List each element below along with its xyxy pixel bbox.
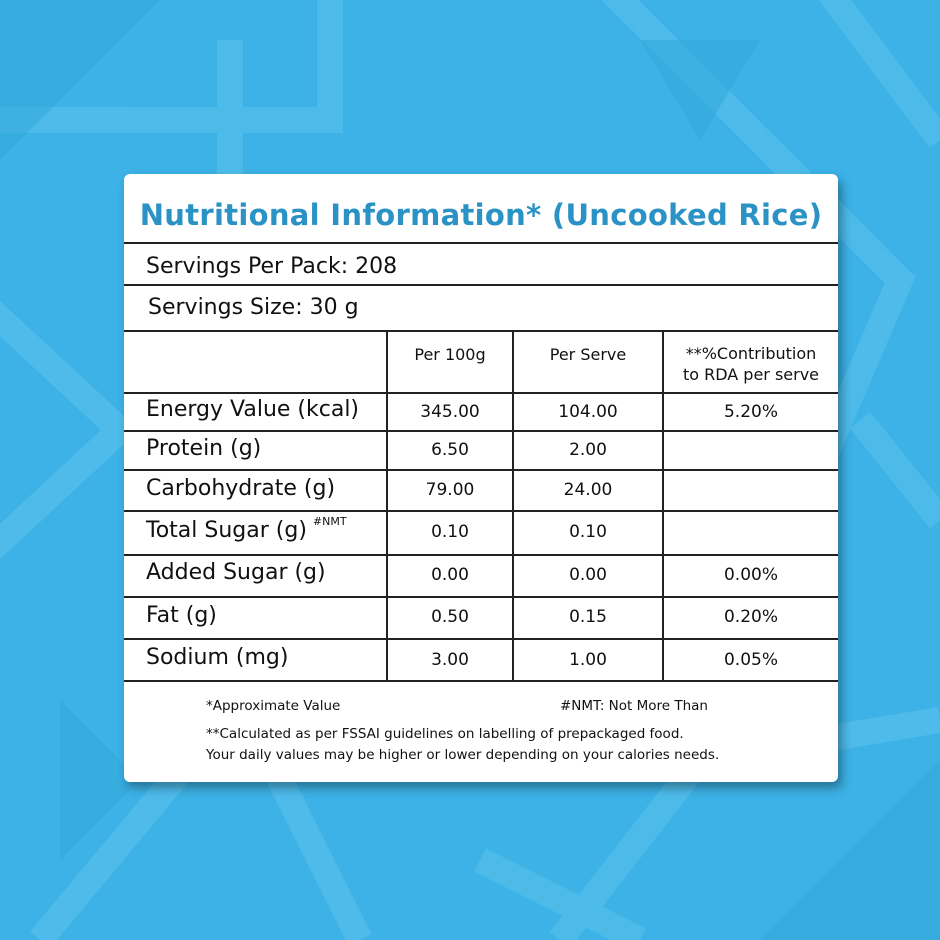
cell-protein-per100: 6.50 bbox=[431, 440, 469, 460]
row-label-protein: Protein (g) bbox=[146, 436, 262, 461]
cell-added-sugar-per100: 0.00 bbox=[431, 565, 469, 585]
divider bbox=[124, 510, 838, 512]
column-header-per-serve: Per Serve bbox=[549, 345, 627, 364]
footnote-fssai-line2: Your daily values may be higher or lower… bbox=[206, 747, 720, 763]
cell-energy-rda: 5.20% bbox=[723, 402, 778, 422]
column-divider bbox=[386, 330, 388, 682]
row-label-added-sugar: Added Sugar (g) bbox=[146, 560, 326, 585]
divider bbox=[124, 430, 838, 432]
cell-total-sugar-per100: 0.10 bbox=[431, 522, 469, 542]
nmt-mark: #NMT bbox=[312, 514, 347, 528]
column-header-rda-line1: **%Contribution bbox=[685, 344, 817, 363]
column-header-rda: **%Contribution to RDA per serve bbox=[664, 343, 838, 385]
divider bbox=[124, 554, 838, 556]
divider bbox=[124, 680, 838, 682]
column-divider bbox=[662, 330, 664, 682]
cell-sodium-rda: 0.05% bbox=[723, 650, 778, 670]
divider bbox=[124, 284, 838, 286]
cell-carbohydrate-per100: 79.00 bbox=[425, 480, 475, 500]
cell-fat-rda: 0.20% bbox=[723, 607, 778, 627]
column-header-per-100g: Per 100g bbox=[414, 345, 486, 364]
cell-energy-perserve: 104.00 bbox=[558, 402, 618, 422]
row-label-fat: Fat (g) bbox=[146, 603, 217, 628]
row-label-total-sugar-text: Total Sugar (g) bbox=[146, 518, 307, 543]
divider bbox=[124, 242, 838, 244]
footnote-nmt: #NMT: Not More Than bbox=[560, 698, 708, 714]
cell-total-sugar-perserve: 0.10 bbox=[569, 522, 607, 542]
cell-sodium-perserve: 1.00 bbox=[569, 650, 607, 670]
cell-fat-perserve: 0.15 bbox=[569, 607, 607, 627]
card-title: Nutritional Information* (Uncooked Rice) bbox=[139, 198, 823, 232]
row-label-sodium: Sodium (mg) bbox=[146, 645, 289, 670]
divider bbox=[124, 392, 838, 394]
row-label-energy: Energy Value (kcal) bbox=[146, 397, 360, 422]
cell-protein-perserve: 2.00 bbox=[569, 440, 607, 460]
cell-energy-per100: 345.00 bbox=[420, 402, 480, 422]
column-divider bbox=[512, 330, 514, 682]
divider bbox=[124, 330, 838, 332]
cell-fat-per100: 0.50 bbox=[431, 607, 469, 627]
row-label-carbohydrate: Carbohydrate (g) bbox=[146, 476, 336, 501]
row-label-total-sugar: Total Sugar (g) #NMT bbox=[146, 514, 347, 543]
footnote-approx: *Approximate Value bbox=[206, 698, 341, 714]
divider bbox=[124, 638, 838, 640]
divider bbox=[124, 469, 838, 471]
nutrition-card: Nutritional Information* (Uncooked Rice)… bbox=[124, 174, 838, 782]
cell-added-sugar-perserve: 0.00 bbox=[569, 565, 607, 585]
divider bbox=[124, 596, 838, 598]
column-header-rda-line2: to RDA per serve bbox=[682, 365, 820, 384]
cell-carbohydrate-perserve: 24.00 bbox=[563, 480, 613, 500]
cell-sodium-per100: 3.00 bbox=[431, 650, 469, 670]
cell-added-sugar-rda: 0.00% bbox=[723, 565, 778, 585]
footnote-fssai-line1: **Calculated as per FSSAI guidelines on … bbox=[206, 726, 684, 742]
servings-per-pack: Servings Per Pack: 208 bbox=[146, 254, 398, 279]
serving-size: Servings Size: 30 g bbox=[148, 295, 359, 320]
